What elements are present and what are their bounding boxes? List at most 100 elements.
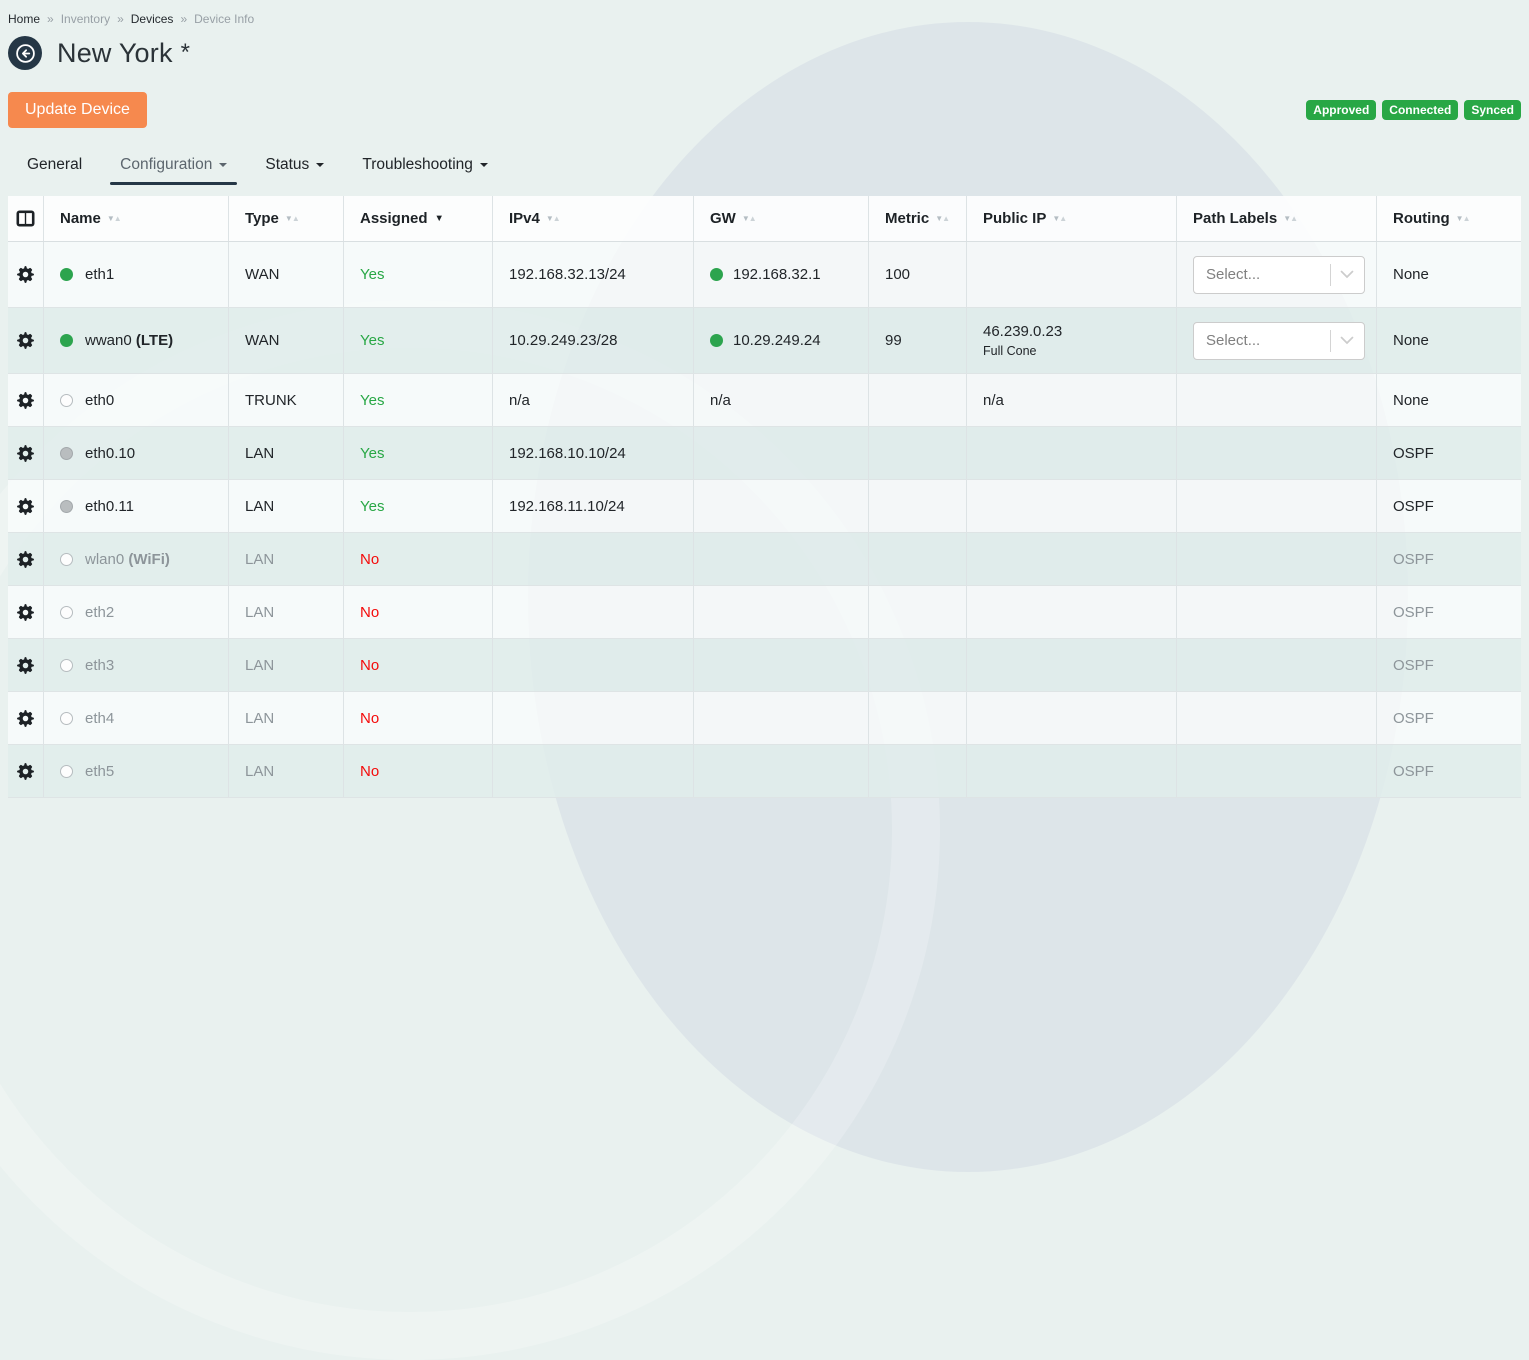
routing-cell: None <box>1377 374 1506 426</box>
interface-name-cell: eth3 <box>44 639 229 691</box>
tab-configuration[interactable]: Configuration <box>101 148 246 185</box>
type-cell: LAN <box>229 639 344 691</box>
row-settings-button[interactable] <box>15 655 36 676</box>
interfaces-table-body: eth1 WAN Yes 192.168.32.13/24 192.168.32.1 10… <box>8 242 1521 798</box>
status-dot-icon <box>60 446 73 460</box>
public-ip-value: 46.239.0.23 <box>983 323 1063 340</box>
row-settings-button[interactable] <box>15 496 36 517</box>
ipv4-cell: 192.168.11.10/24 <box>493 480 694 532</box>
row-settings-button[interactable] <box>15 330 36 351</box>
interface-name-text: wwan0 <box>85 332 136 349</box>
gw-status-dot-icon <box>710 334 723 347</box>
back-button[interactable] <box>8 36 42 70</box>
column-header-assigned[interactable]: Assigned ▼ <box>344 196 493 241</box>
metric-cell <box>869 586 967 638</box>
metric-cell <box>869 639 967 691</box>
row-settings-button[interactable] <box>15 390 36 411</box>
row-settings-button[interactable] <box>15 761 36 782</box>
interface-name: eth0 <box>85 392 114 409</box>
breadcrumb-item-home[interactable]: Home <box>8 12 41 26</box>
public-ip-wrap: n/a <box>983 392 1004 409</box>
interface-name-text: eth2 <box>85 603 115 621</box>
type-value: WAN <box>245 332 280 349</box>
tab-general[interactable]: General <box>8 148 101 183</box>
ipv4-cell <box>493 745 694 797</box>
path-labels-cell <box>1177 427 1377 479</box>
column-header-name[interactable]: Name ▼▲ <box>44 196 229 241</box>
tab-troubleshooting[interactable]: Troubleshooting <box>343 148 507 183</box>
row-settings-button[interactable] <box>15 264 36 285</box>
metric-cell <box>869 745 967 797</box>
column-header-gw[interactable]: GW ▼▲ <box>694 196 869 241</box>
interface-name: eth4 <box>85 710 114 727</box>
interface-name: eth5 <box>85 763 114 780</box>
interface-name-text: eth0 <box>85 391 115 409</box>
path-labels-select[interactable]: Select... <box>1193 255 1365 294</box>
column-header-label: Metric <box>885 210 930 227</box>
sort-icon: ▼▲ <box>1283 213 1298 223</box>
interface-name-cell: wlan0 (WiFi) <box>44 533 229 585</box>
chevron-down-icon[interactable] <box>1340 270 1354 279</box>
status-badge-synced: Synced <box>1464 99 1521 121</box>
metric-value: 100 <box>885 266 911 283</box>
assigned-value: No <box>360 603 380 621</box>
tab-status[interactable]: Status <box>246 148 343 183</box>
metric-cell <box>869 427 967 479</box>
column-header-path-labels[interactable]: Path Labels ▼▲ <box>1177 196 1377 241</box>
table-row-eth0.11: eth0.11 LAN Yes 192.168.11.10/24 OSPF <box>8 480 1521 533</box>
public-ip-cell: n/a <box>967 374 1177 426</box>
breadcrumb-item-devices[interactable]: Devices <box>130 12 174 26</box>
assigned-cell: Yes <box>344 308 493 373</box>
gw-status-dot-icon <box>710 268 723 281</box>
column-header-metric[interactable]: Metric ▼▲ <box>869 196 967 241</box>
row-settings-button[interactable] <box>15 602 36 623</box>
update-device-button[interactable]: Update Device <box>8 92 147 128</box>
path-labels-cell <box>1177 639 1377 691</box>
path-labels-cell <box>1177 586 1377 638</box>
chevron-down-icon <box>316 163 325 167</box>
public-ip-value: n/a <box>983 391 1004 409</box>
column-header-public-ip[interactable]: Public IP ▼▲ <box>967 196 1177 241</box>
routing-value: OSPF <box>1393 709 1434 727</box>
interface-name-cell: eth0 <box>44 374 229 426</box>
tabs: General Configuration Status Troubleshootin… <box>8 148 1529 185</box>
column-header-routing[interactable]: Routing ▼▲ <box>1377 196 1506 241</box>
routing-value: None <box>1393 391 1429 409</box>
row-settings-cell <box>8 242 44 307</box>
column-header-label: IPv4 <box>509 210 540 227</box>
column-header-type[interactable]: Type ▼▲ <box>229 196 344 241</box>
interfaces-table-header: Name ▼▲ Type ▼▲ Assigned ▼ IPv4 ▼▲ GW ▼▲ Metric ▼▲ P… <box>8 196 1521 242</box>
interface-name: eth1 <box>85 266 114 283</box>
select-placeholder: Select... <box>1206 332 1261 349</box>
routing-cell: None <box>1377 308 1506 373</box>
ipv4-cell <box>493 533 694 585</box>
routing-cell: OSPF <box>1377 533 1506 585</box>
row-settings-button[interactable] <box>15 708 36 729</box>
select-separator <box>1330 329 1331 352</box>
gear-icon <box>17 332 34 349</box>
chevron-down-icon <box>479 163 488 167</box>
assigned-cell: No <box>344 745 493 797</box>
chevron-down-icon <box>219 163 228 167</box>
public-ip-nat-type: Full Cone <box>983 344 1037 358</box>
metric-cell: 99 <box>869 308 967 373</box>
row-settings-button[interactable] <box>15 549 36 570</box>
gw-cell <box>694 692 869 744</box>
routing-value: None <box>1393 332 1429 349</box>
type-cell: TRUNK <box>229 374 344 426</box>
assigned-cell: Yes <box>344 427 493 479</box>
status-dot-icon <box>60 711 73 725</box>
row-settings-button[interactable] <box>15 443 36 464</box>
assigned-value: No <box>360 550 380 568</box>
assigned-cell: No <box>344 533 493 585</box>
interface-name: wlan0 (WiFi) <box>85 551 170 568</box>
row-settings-cell <box>8 427 44 479</box>
interface-name: eth3 <box>85 657 114 674</box>
interface-name-text: eth1 <box>85 266 115 283</box>
path-labels-select[interactable]: Select... <box>1193 321 1365 360</box>
column-header-ipv4[interactable]: IPv4 ▼▲ <box>493 196 694 241</box>
columns-icon[interactable] <box>16 210 35 227</box>
chevron-down-icon[interactable] <box>1340 336 1354 345</box>
public-ip-cell <box>967 639 1177 691</box>
interface-name-text: eth0.11 <box>85 497 134 515</box>
